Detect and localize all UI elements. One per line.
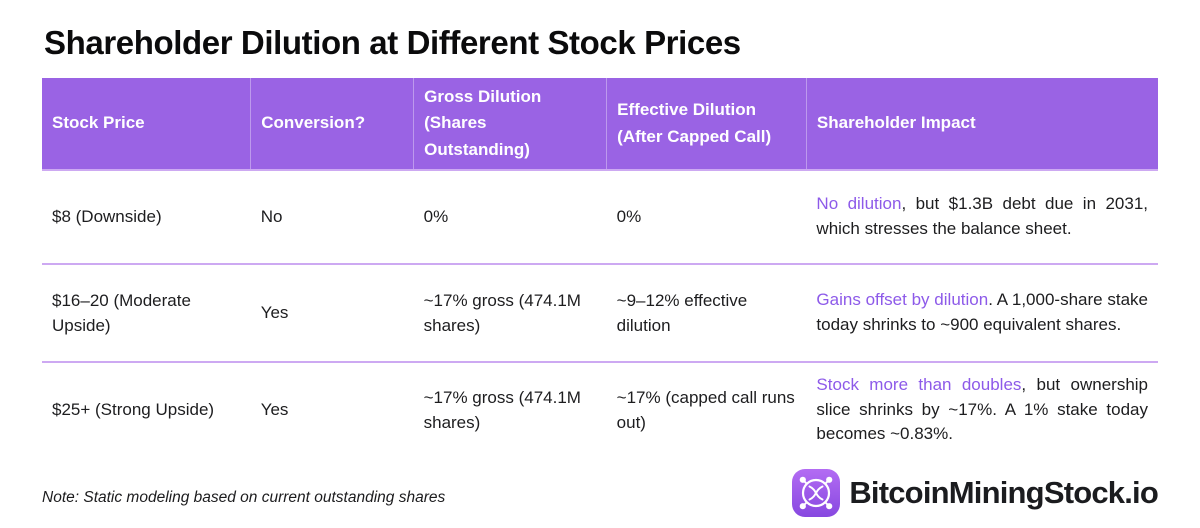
infographic-card: Shareholder Dilution at Different Stock … [42,24,1159,518]
footer: Note: Static modeling based on current o… [42,469,1159,518]
cell-stock-price: $25+ (Strong Upside) [52,400,215,420]
table-row: $8 (Downside) No 0% 0% No dilution, but … [42,170,1158,264]
column-header-conversion: Conversion? [250,78,414,171]
table-row: $16–20 (Moderate Upside) Yes ~17% gross … [42,264,1158,362]
impact-highlight: No dilution [816,194,902,214]
column-header-stock-price: Stock Price [42,78,251,171]
cell-effective-dilution: ~17% (capped call runs out) [616,387,795,433]
cell-conversion: Yes [260,400,289,420]
column-header-gross-dilution: Gross Dilution (Shares Outstanding) [413,78,607,171]
impact-text: . A 1,000-share stake today shrinks to ~… [816,290,1148,335]
impact-text: , but ownership slice shrinks by ~17%. A… [816,375,1148,444]
cell-shareholder-impact: Gains offset by dilution. A 1,000-share … [806,264,1158,362]
cell-gross-dilution: ~17% gross (474.1M shares) [423,290,581,336]
footnote: Note: Static modeling based on current o… [42,489,446,507]
cell-stock-price: $16–20 (Moderate Upside) [52,290,191,336]
cell-shareholder-impact: Stock more than doubles, but ownership s… [806,362,1158,457]
table-row: $25+ (Strong Upside) Yes ~17% gross (474… [42,362,1158,457]
impact-highlight: Stock more than doubles [816,375,1022,395]
table-header: Stock Price Conversion? Gross Dilution (… [42,78,1158,171]
cell-gross-dilution: 0% [423,207,449,227]
bitcoinminingstock-logo-icon [792,469,841,518]
cell-effective-dilution: ~9–12% effective dilution [616,290,748,336]
cell-conversion: No [260,207,283,227]
cell-effective-dilution: 0% [616,207,642,227]
dilution-table: Stock Price Conversion? Gross Dilution (… [42,78,1158,457]
cell-shareholder-impact: No dilution, but $1.3B debt due in 2031,… [806,170,1158,264]
column-header-effective-dilution: Effective Dilution (After Capped Call) [606,78,807,171]
page-title: Shareholder Dilution at Different Stock … [44,24,741,61]
cell-gross-dilution: ~17% gross (474.1M shares) [423,387,581,433]
brand-name: BitcoinMiningStock.io [849,475,1158,511]
cell-stock-price: $8 (Downside) [52,207,162,227]
column-header-shareholder-impact: Shareholder Impact [805,78,1158,171]
impact-highlight: Gains offset by dilution [816,290,989,310]
brand-logo: BitcoinMiningStock.io [792,469,1159,518]
impact-text: , but $1.3B debt due in 2031, which stre… [816,194,1149,239]
cell-conversion: Yes [260,303,289,323]
